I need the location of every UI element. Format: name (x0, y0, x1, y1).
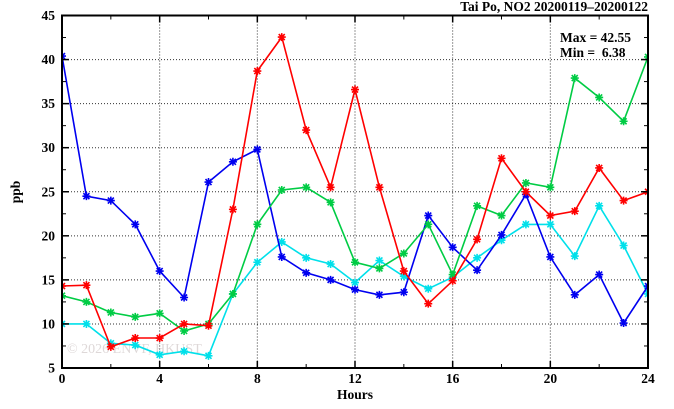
axis-ticks (61, 14, 649, 369)
series-green (62, 52, 648, 335)
x-tick-label: 12 (348, 371, 362, 386)
min-annotation: Min = 6.38 (560, 45, 626, 60)
y-tick-label: 40 (42, 52, 56, 67)
y-tick-label: 45 (42, 8, 56, 23)
y-tick-label: 15 (42, 272, 56, 287)
y-tick-label: 30 (42, 140, 56, 155)
max-annotation: Max = 42.55 (560, 30, 631, 45)
axis-tick-labels: 0 4 8 12 16 20 24 5 10 15 20 25 30 35 40 45 (42, 8, 656, 386)
x-tick-label: 0 (59, 371, 66, 386)
y-axis-label: ppb (8, 181, 23, 204)
y-tick-label: 20 (42, 228, 56, 243)
series-green-markers (62, 52, 648, 335)
x-tick-label: 8 (254, 371, 261, 386)
chart-title: Tai Po, NO2 20200119–20200122 (460, 0, 648, 14)
series-red-markers (62, 33, 648, 351)
y-tick-label: 25 (42, 184, 56, 199)
series-layer (62, 33, 648, 360)
x-tick-label: 4 (156, 371, 163, 386)
y-tick-label: 10 (42, 316, 56, 331)
y-tick-label: 35 (42, 96, 56, 111)
x-tick-label: 20 (544, 371, 558, 386)
x-axis-label: Hours (337, 387, 373, 402)
y-tick-label: 5 (48, 361, 55, 376)
x-tick-label: 16 (446, 371, 460, 386)
series-red (62, 33, 648, 351)
x-tick-label: 24 (641, 371, 655, 386)
